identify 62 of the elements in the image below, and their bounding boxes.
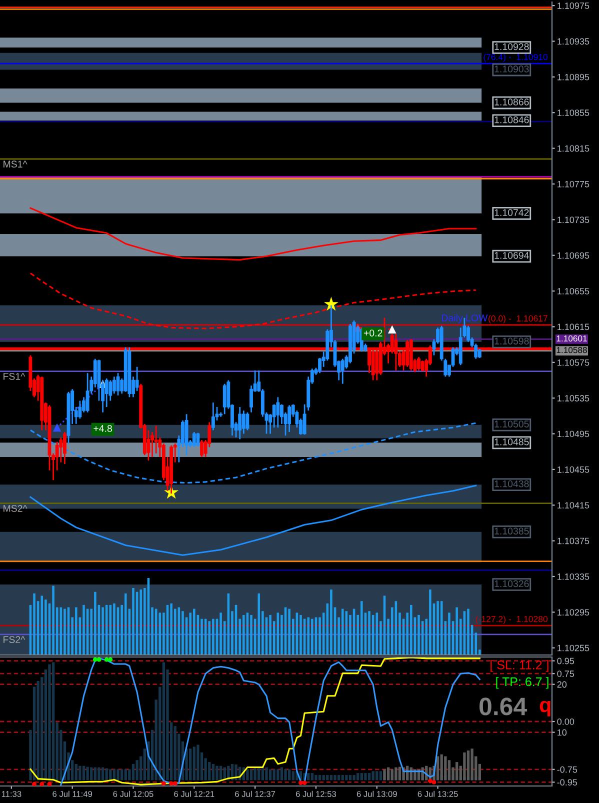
y-tick-label: 1.10935 (558, 38, 590, 45)
x-tick-label: 6 Jul 12:37 (235, 790, 276, 797)
x-tick-label: 6 Jul 11:49 (52, 790, 92, 797)
x-tick-label: 11:33 (2, 791, 22, 797)
y-tick-label: 0.00 (557, 718, 574, 725)
ref-line-label: FS2^ (4, 636, 26, 644)
y-tick-label: 1.10255 (558, 644, 590, 652)
y-tick-label: 1.10735 (558, 216, 590, 224)
annotation: +0.2 (364, 330, 382, 336)
band-label: 1.10505 (494, 420, 529, 428)
band-label: 1.10438 (494, 480, 529, 488)
y-tick-label: 1.10615 (558, 324, 590, 330)
ref-line-label: FS1^ (4, 372, 26, 380)
annotation: [ SL: 11.2 ] (490, 660, 548, 672)
y-tick-label: 1.10695 (558, 252, 590, 259)
band-label: 1.10866 (494, 98, 529, 106)
annotation: (-127.2) - 1.10280 (476, 616, 548, 624)
y2-tick-label: 20 (557, 681, 567, 688)
y-tick-label: 1.10535 (558, 395, 590, 402)
y-tick-label: 1.10375 (558, 538, 590, 544)
annotation: (0.0) - 1.10617 (488, 315, 548, 324)
x-tick-label: 6 Jul 13:25 (418, 790, 458, 797)
annotation: q (540, 700, 550, 716)
y-tick-label: 0.75 (557, 670, 574, 677)
y-tick-label: 0.95 (557, 658, 574, 664)
ref-line-label: MS1^ (4, 160, 28, 168)
band-label: 1.10742 (494, 209, 529, 216)
y-tick-label: 1.10575 (558, 359, 590, 366)
ref-line-label: 1.10588 (556, 347, 587, 354)
band-label: 1.10598 (494, 338, 529, 344)
y-tick-label: 1.10335 (558, 573, 590, 580)
band-label: 1.10846 (494, 116, 529, 124)
y-tick-label: 1.10855 (558, 110, 590, 116)
y-tick-label: 1.10295 (558, 609, 590, 616)
ref-line-label: MS2^ (4, 504, 28, 512)
annotation: +4.8 (94, 425, 112, 432)
y-tick-label: 1.10815 (558, 145, 590, 152)
y-tick-label: 1.10415 (558, 502, 590, 508)
y-tick-label: 1.10455 (558, 466, 590, 473)
y-tick-label: -0.95 (557, 779, 578, 786)
band-label: 1.10903 (494, 66, 529, 72)
ref-line-label: 1.10601 (556, 335, 587, 342)
y-tick-label: 1.10975 (558, 2, 590, 9)
band-label: 1.10694 (494, 252, 529, 259)
x-tick-label: 6 Jul 12:05 (113, 790, 154, 797)
y2-tick-label: 10 (558, 729, 567, 736)
annotation: [ TP: 6.7 ] (496, 676, 548, 689)
x-tick-label: 6 Jul 13:09 (356, 790, 397, 797)
y-tick-label: 1.10775 (558, 180, 590, 188)
band-label: 1.10385 (494, 528, 529, 535)
annotation: Daily LOW (442, 314, 488, 324)
annotation: 0.64 (479, 698, 528, 716)
y-tick-label: 1.10895 (558, 74, 590, 80)
annotation: (76.4) - 1.10910 (484, 54, 548, 62)
y-tick-label: -0.75 (557, 766, 578, 773)
x-tick-label: 6 Jul 12:53 (296, 790, 336, 797)
y-tick-label: 1.10495 (558, 430, 590, 438)
band-label: 1.10928 (494, 43, 529, 50)
band-label: 1.10326 (494, 580, 529, 588)
y-tick-label: 1.10655 (558, 288, 590, 294)
band-label: 1.10485 (494, 438, 529, 446)
x-tick-label: 6 Jul 12:21 (174, 790, 214, 797)
